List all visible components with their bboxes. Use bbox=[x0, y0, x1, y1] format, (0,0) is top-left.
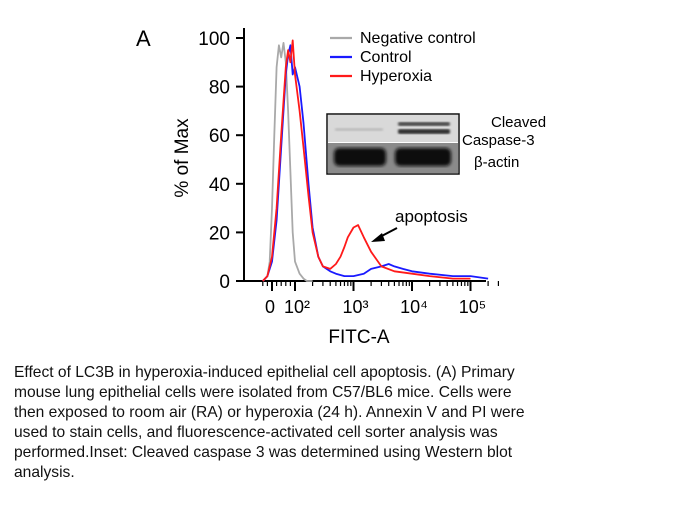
flow-cytometry-histogram-figure: A 0 20 40 60 80 100 0 10² 10³ 10⁴ 10⁵ % of Max FI… bbox=[136, 26, 546, 348]
inset-label-beta-actin: β-actin bbox=[474, 154, 519, 171]
caption-line: performed.Inset: Cleaved caspase 3 was d… bbox=[14, 444, 513, 461]
inset-label-caspase-3: Caspase-3 bbox=[462, 132, 535, 149]
x-tick-group: 0 10² 10³ 10⁴ 10⁵ bbox=[262, 281, 500, 317]
annotation-arrow-head bbox=[371, 233, 385, 242]
x-tick-label: 10² bbox=[284, 297, 310, 317]
caspase-3-band-lane2-upper bbox=[398, 122, 450, 126]
series-line-negative-control bbox=[262, 42, 313, 282]
y-tick-label: 40 bbox=[209, 175, 230, 196]
x-tick-label: 0 bbox=[265, 297, 275, 317]
y-tick-label: 80 bbox=[209, 78, 230, 99]
y-tick-label: 20 bbox=[209, 223, 230, 244]
x-tick-label: 10⁵ bbox=[459, 297, 486, 317]
inset-label-cleaved: Cleaved bbox=[491, 114, 546, 131]
x-axis: 0 10² 10³ 10⁴ 10⁵ bbox=[243, 280, 500, 317]
caption-line: used to stain cells, and fluorescence-ac… bbox=[14, 424, 498, 441]
apoptosis-annotation: apoptosis bbox=[371, 207, 468, 242]
y-tick-group: 0 20 40 60 80 100 bbox=[198, 29, 244, 293]
x-tick-label: 10³ bbox=[342, 297, 368, 317]
series-layer bbox=[262, 39, 489, 282]
y-tick-label: 0 bbox=[219, 272, 230, 293]
annotation-label: apoptosis bbox=[395, 207, 468, 226]
legend-label-hyperoxia: Hyperoxia bbox=[360, 68, 432, 85]
caption-line: mouse lung epithelial cells were isolate… bbox=[14, 384, 512, 401]
western-blot-inset: Cleaved Caspase-3 β-actin bbox=[326, 113, 546, 175]
beta-actin-band-lane1 bbox=[334, 148, 386, 166]
x-axis-label: FITC-A bbox=[328, 327, 390, 348]
series-line-hyperoxia bbox=[262, 39, 471, 282]
caspase-3-band-lane2-lower bbox=[398, 129, 450, 134]
panel-label: A bbox=[136, 26, 151, 51]
caspase-3-band-lane1 bbox=[335, 128, 383, 131]
y-tick-label: 100 bbox=[198, 29, 230, 50]
caption-line: analysis. bbox=[14, 464, 75, 481]
figure-caption: Effect of LC3B in hyperoxia-induced epit… bbox=[14, 363, 666, 483]
legend: Negative control Control Hyperoxia bbox=[330, 30, 476, 85]
caption-line: Effect of LC3B in hyperoxia-induced epit… bbox=[14, 364, 515, 381]
caption-line: then exposed to room air (RA) or hyperox… bbox=[14, 404, 525, 421]
beta-actin-band-lane2 bbox=[395, 148, 451, 166]
y-axis-label: % of Max bbox=[172, 118, 193, 198]
legend-label-negative-control: Negative control bbox=[360, 30, 476, 47]
legend-label-control: Control bbox=[360, 49, 412, 66]
x-tick-label: 10⁴ bbox=[400, 297, 428, 317]
y-axis: 0 20 40 60 80 100 bbox=[198, 28, 245, 293]
y-tick-label: 60 bbox=[209, 126, 230, 147]
